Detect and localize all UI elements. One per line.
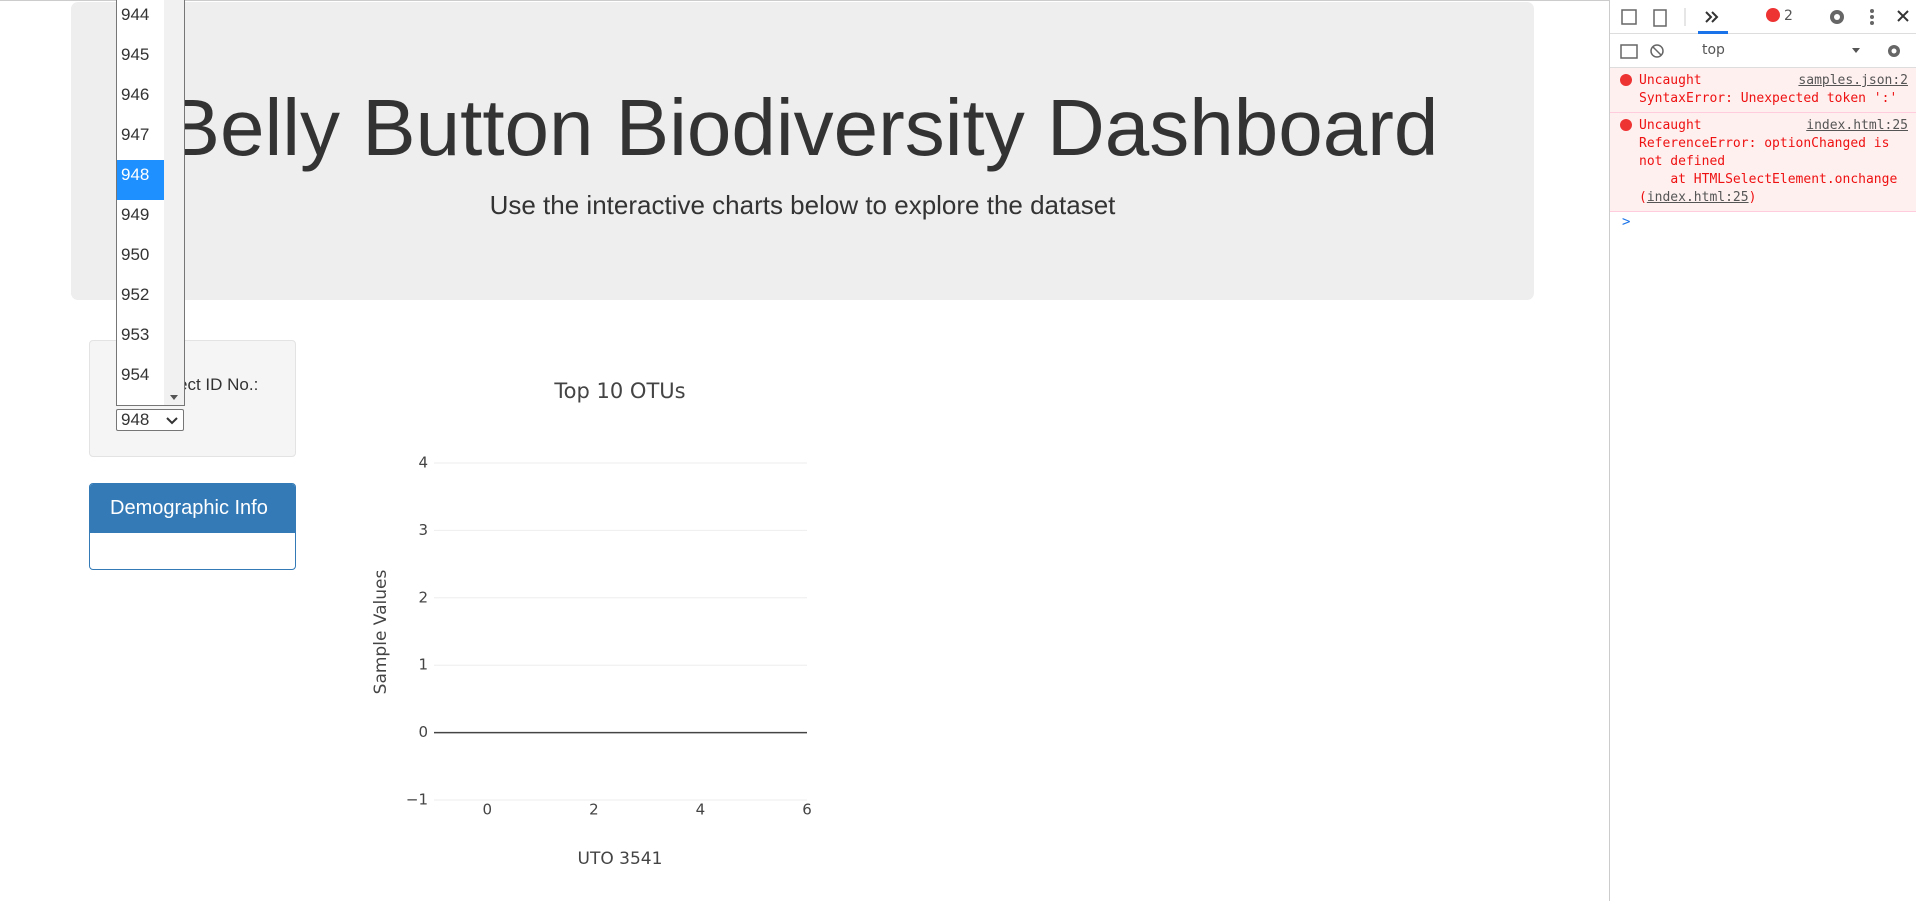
- top-border: [0, 0, 1609, 1]
- dropdown-option[interactable]: 953: [121, 325, 150, 344]
- error-icon: [1620, 119, 1632, 131]
- dropdown-option[interactable]: 944: [121, 5, 150, 24]
- select[interactable]: 948: [116, 409, 184, 431]
- console-error: samples.json:2 Uncaught SyntaxError: Unex…: [1610, 68, 1916, 113]
- devtools-toolbar: 2: [1610, 0, 1916, 34]
- dropdown-option[interactable]: 949: [121, 205, 150, 224]
- error-text: Uncaught ReferenceError: optionChanged i…: [1639, 118, 1898, 205]
- chart-title: Top 10 OTUs: [553, 379, 685, 403]
- scrollbar: [164, 0, 184, 405]
- y-axis-label: Sample Values: [371, 570, 391, 695]
- dropdown-option[interactable]: 945: [121, 45, 150, 64]
- dropdown-option[interactable]: 947: [121, 125, 150, 144]
- console-messages: samples.json:2 Uncaught SyntaxError: Unex…: [1610, 68, 1916, 212]
- demographic-title: Demographic Info: [90, 484, 295, 533]
- scroll-arrow: [170, 395, 178, 400]
- dropdown-option[interactable]: 948: [117, 160, 165, 200]
- error-source[interactable]: index.html:25: [1806, 118, 1908, 133]
- selector-label: ect ID No.:: [178, 375, 259, 394]
- bar-chart: Top 10 OTUs −1 0 1 2 3 4 0 2 4 6 UTO 3541 Sample Val…: [371, 379, 812, 869]
- error-text-end: ): [1748, 190, 1757, 205]
- console-icons-right: [1852, 45, 1900, 57]
- toolbar-icons: [1621, 8, 1728, 34]
- error-text: Uncaught SyntaxError: Unexpected token '…: [1639, 73, 1898, 106]
- toolbar-icons-right: [1830, 9, 1909, 25]
- dropdown-option[interactable]: 946: [121, 85, 150, 104]
- dropdown-option[interactable]: 954: [121, 365, 150, 384]
- page-title: Belly Button Biodiversity Dashboard: [166, 83, 1439, 172]
- context-select[interactable]: top: [1702, 42, 1725, 58]
- dropdown-list: 944 945 946 947 948 949 950 952 953 954: [116, 0, 185, 406]
- jumbotron: Belly Button Biodiversity Dashboard Use …: [71, 2, 1534, 300]
- page-subtitle: Use the interactive charts below to expl…: [489, 190, 1116, 220]
- console-toolbar: top: [1610, 34, 1916, 68]
- error-icon: [1766, 8, 1780, 22]
- x-axis-label: UTO 3541: [578, 849, 663, 869]
- y-tick-label: 2: [418, 588, 428, 606]
- dropdown-option[interactable]: 950: [121, 245, 150, 264]
- x-tick-label: 0: [483, 801, 493, 819]
- y-tick-label: −1: [406, 791, 428, 809]
- console-error: index.html:25 Uncaught ReferenceError: op…: [1610, 113, 1916, 212]
- console-icons: [1620, 44, 1664, 59]
- error-count[interactable]: 2: [1784, 8, 1793, 24]
- error-icon: [1620, 74, 1632, 86]
- y-tick-label: 4: [418, 454, 428, 472]
- y-tick-label: 0: [418, 723, 428, 741]
- demographic-panel: Demographic Info: [89, 483, 296, 570]
- error-source[interactable]: samples.json:2: [1798, 73, 1908, 88]
- devtools: 2 top samples.json:2 Uncaught SyntaxError…: [1609, 0, 1916, 901]
- y-tick-label: 3: [418, 521, 428, 539]
- dropdown-option[interactable]: 952: [121, 285, 150, 304]
- console-prompt[interactable]: >: [1622, 214, 1631, 230]
- x-tick-label: 2: [589, 801, 599, 819]
- x-tick-label: 6: [802, 801, 812, 819]
- x-tick-label: 4: [696, 801, 706, 819]
- chevron: [166, 417, 178, 425]
- error-link[interactable]: index.html:25: [1646, 190, 1749, 205]
- select-value: 948: [121, 410, 150, 429]
- y-tick-label: 1: [418, 656, 428, 674]
